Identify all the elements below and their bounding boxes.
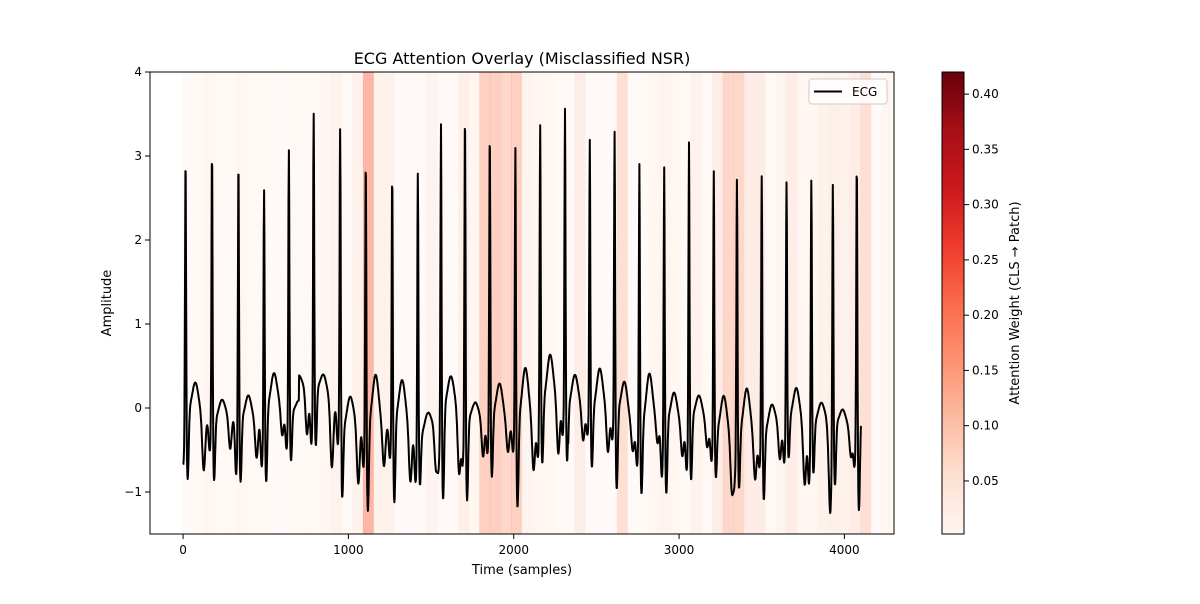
attention-band-35	[553, 72, 565, 534]
x-tick-label-2000: 2000	[498, 543, 529, 557]
attention-band-27	[468, 72, 480, 534]
x-tick-label-0: 0	[179, 543, 187, 557]
attention-band-66	[881, 72, 893, 534]
ecg-series-line	[182, 107, 862, 514]
attention-band-42	[627, 72, 639, 534]
attention-band-62	[839, 72, 851, 534]
attention-band-6	[246, 72, 258, 534]
chart-title: ECG Attention Overlay (Misclassified NSR…	[354, 49, 691, 68]
attention-band-2	[204, 72, 216, 534]
attention-band-60	[817, 72, 829, 534]
attention-band-30	[500, 72, 512, 534]
attention-band-41	[616, 72, 628, 534]
x-axis: 0 1000 2000 3000 4000	[179, 534, 860, 557]
y-tick-label-3: 2	[134, 233, 142, 247]
attention-band-39	[595, 72, 607, 534]
attention-band-51	[722, 72, 734, 534]
colorbar-tick-label-0: 0.05	[972, 474, 999, 488]
colorbar-tick-label-2: 0.15	[972, 363, 999, 377]
y-axis: −1 0 1 2 3 4	[124, 65, 150, 499]
attention-band-15	[341, 72, 353, 534]
y-tick-label-5: 4	[134, 65, 142, 79]
attention-band-4	[225, 72, 237, 534]
attention-band-8	[267, 72, 279, 534]
attention-band-5	[235, 72, 247, 534]
colorbar-tick-label-1: 0.10	[972, 419, 999, 433]
attention-band-18	[373, 72, 385, 534]
attention-band-40	[606, 72, 618, 534]
attention-band-1	[193, 72, 205, 534]
ecg-line-group	[182, 107, 862, 514]
plot-frame	[149, 71, 895, 535]
y-tick-label-2: 1	[134, 317, 142, 331]
attention-band-37	[574, 72, 586, 534]
attention-band-32	[521, 72, 533, 534]
x-tick-label-1000: 1000	[333, 543, 364, 557]
attention-band-64	[860, 72, 872, 534]
attention-band-43	[638, 72, 650, 534]
attention-band-54	[754, 72, 766, 534]
x-tick-label-3000: 3000	[664, 543, 695, 557]
attention-band-21	[405, 72, 417, 534]
colorbar-tick-label-4: 0.25	[972, 253, 999, 267]
colorbar-label: Attention Weight (CLS → Patch)	[1008, 201, 1023, 404]
y-tick-label-4: 3	[134, 149, 142, 163]
attention-band-3	[214, 72, 226, 534]
attention-band-56	[775, 72, 787, 534]
attention-band-29	[489, 72, 501, 534]
colorbar-tick-label-6: 0.35	[972, 142, 999, 156]
attention-band-23	[426, 72, 438, 534]
attention-band-65	[870, 72, 882, 534]
attention-band-53	[743, 72, 755, 534]
attention-band-50	[712, 72, 724, 534]
attention-band-48	[690, 72, 702, 534]
attention-band-10	[288, 72, 300, 534]
colorbar-tick-label-3: 0.20	[972, 308, 999, 322]
x-tick-label-4000: 4000	[829, 543, 860, 557]
attention-band-36	[563, 72, 575, 534]
legend-ecg-label: ECG	[852, 85, 877, 99]
attention-band-46	[669, 72, 681, 534]
attention-band-58	[796, 72, 808, 534]
attention-band-14	[331, 72, 343, 534]
attention-band-55	[765, 72, 777, 534]
attention-band-57	[786, 72, 798, 534]
legend: ECG	[808, 78, 888, 105]
attention-band-49	[701, 72, 713, 534]
attention-band-9	[278, 72, 290, 534]
attention-band-34	[542, 72, 554, 534]
attention-band-19	[384, 72, 396, 534]
attention-band-47	[680, 72, 692, 534]
attention-band-20	[394, 72, 406, 534]
x-axis-label: Time (samples)	[471, 563, 572, 578]
colorbar: 0.05 0.10 0.15 0.20 0.25 0.30 0.35 0.40 Attenti…	[941, 71, 1023, 535]
attention-band-33	[532, 72, 544, 534]
colorbar-ticks: 0.05 0.10 0.15 0.20 0.25 0.30 0.35 0.40	[964, 87, 999, 488]
attention-band-52	[733, 72, 745, 534]
attention-band-22	[415, 72, 427, 534]
colorbar-tick-label-5: 0.30	[972, 198, 999, 212]
attention-band-13	[320, 72, 332, 534]
attention-band-25	[447, 72, 459, 534]
attention-band-12	[310, 72, 322, 534]
y-tick-label-1: 0	[134, 401, 142, 415]
colorbar-gradient	[941, 71, 965, 535]
attention-band-0	[183, 72, 195, 534]
y-axis-label: Amplitude	[100, 270, 115, 337]
attention-band-28	[479, 72, 491, 534]
y-tick-label-0: −1	[124, 485, 142, 499]
attention-band-11	[299, 72, 311, 534]
legend-box	[808, 78, 888, 105]
colorbar-tick-label-7: 0.40	[972, 87, 999, 101]
attention-band-44	[648, 72, 660, 534]
attention-band-16	[352, 72, 364, 534]
attention-band-17	[362, 72, 374, 534]
